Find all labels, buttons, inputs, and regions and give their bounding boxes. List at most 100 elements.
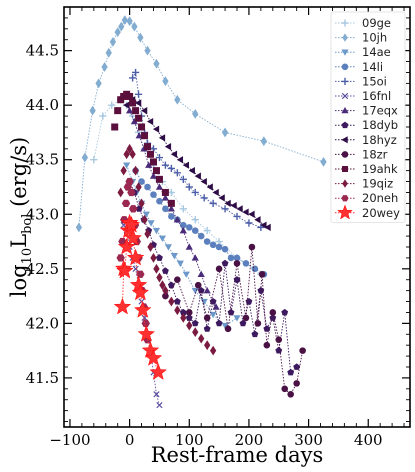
- data-point-19qiz: [159, 280, 166, 291]
- data-point-18zr: [194, 281, 202, 289]
- data-point-18hyz: [224, 199, 231, 207]
- data-point-19qiz: [147, 242, 154, 252]
- data-point-10jh: [89, 105, 96, 116]
- data-point-14ae: [176, 260, 184, 267]
- data-point-17eqx: [173, 216, 181, 223]
- data-point-15oi: [167, 164, 175, 173]
- data-point-18zr: [275, 336, 283, 344]
- y-axis-title: log10Lbol (erg/s): [7, 137, 35, 297]
- data-point-18dyb: [209, 297, 217, 305]
- data-point-20neh: [121, 199, 131, 208]
- axis-layer: −100 0 100 200 300 400 41.5 42.0 42.5 43.0 43.5 44.…: [26, 7, 410, 449]
- data-point-20wey: [113, 297, 132, 315]
- data-point-15oi: [185, 183, 193, 191]
- data-point-18hyz: [188, 167, 195, 175]
- data-point-14li: [150, 191, 157, 198]
- legend-label: 20wey: [362, 206, 400, 220]
- data-point-20wey: [133, 301, 152, 318]
- data-point-17eqx: [149, 172, 158, 179]
- legend-label: 16fnl: [362, 89, 391, 103]
- data-point-18dyb: [251, 330, 259, 338]
- x-tick-label: 400: [354, 431, 383, 449]
- legend-label: 14li: [362, 60, 383, 74]
- y-tick-label: 42.0: [26, 314, 59, 332]
- data-point-19ahk: [135, 114, 143, 122]
- data-point-19qiz: [162, 285, 169, 296]
- series-20wey: [113, 213, 168, 380]
- data-point-10jh: [95, 78, 102, 89]
- data-point-10jh: [118, 21, 125, 32]
- data-point-18hyz: [236, 205, 243, 213]
- data-point-18dyb: [287, 368, 295, 376]
- data-point-14li: [197, 232, 205, 240]
- x-tick-label: −100: [49, 431, 90, 449]
- data-point-18hyz: [212, 188, 219, 197]
- data-point-18hyz: [206, 183, 213, 191]
- data-point-19qiz: [192, 327, 199, 337]
- data-point-14ae: [233, 315, 241, 322]
- legend-label: 18dyb: [362, 118, 398, 132]
- data-point-19ahk: [161, 188, 169, 196]
- data-point-19qiz: [150, 253, 157, 263]
- legend-entry-20wey: 20wey: [335, 204, 400, 220]
- data-point-18zr: [293, 380, 300, 387]
- legend-label: 10jh: [362, 31, 387, 45]
- data-point-16fnl: [132, 265, 139, 272]
- data-point-18zr: [248, 243, 256, 251]
- data-point-10jh: [192, 109, 199, 119]
- data-point-10jh: [260, 136, 267, 147]
- data-point-19qiz: [123, 149, 130, 160]
- data-point-14ae: [142, 211, 150, 218]
- legend-entry-18dyb: 18dyb: [335, 118, 398, 132]
- y-tick-label: 44.0: [26, 96, 59, 114]
- series-line-20wey: [122, 221, 159, 373]
- data-point-20neh: [127, 188, 136, 197]
- y-tick-label: 43.0: [26, 205, 59, 223]
- data-point-14li: [162, 205, 169, 213]
- data-point-17eqx: [161, 194, 170, 201]
- data-point-17eqx: [191, 254, 199, 261]
- legend-entry-14ae: 14ae: [335, 45, 391, 59]
- data-point-14ae: [200, 298, 208, 306]
- data-point-20wey: [149, 363, 168, 380]
- data-point-18zr: [162, 292, 169, 300]
- data-point-17eqx: [179, 227, 187, 234]
- data-point-20neh: [136, 270, 145, 278]
- data-point-18zr: [269, 309, 277, 316]
- data-point-10jh: [75, 222, 83, 233]
- data-point-18hyz: [242, 208, 249, 216]
- data-point-19ahk: [144, 143, 152, 151]
- data-point-19qiz: [141, 214, 148, 225]
- data-point-18dyb: [173, 297, 181, 305]
- data-point-19qiz: [129, 149, 136, 160]
- series-19qiz: [117, 143, 217, 356]
- legend-entry-18hyz: 18hyz: [335, 133, 397, 147]
- data-point-14ae: [164, 244, 172, 251]
- legend-label: 14ae: [362, 45, 391, 59]
- data-point-15oi: [221, 205, 229, 213]
- data-point-20neh: [125, 177, 134, 186]
- data-point-15oi: [134, 90, 143, 98]
- data-point-17eqx: [212, 303, 220, 310]
- legend-entry-15oi: 15oi: [335, 74, 387, 88]
- data-point-18hyz: [230, 201, 237, 210]
- legend-label: 18hyz: [362, 133, 397, 147]
- legend-marker-18dyb: [341, 121, 349, 129]
- data-point-18dyb: [179, 308, 187, 316]
- legend-label: 09ge: [362, 16, 391, 30]
- data-point-18hyz: [170, 150, 178, 158]
- data-point-20neh: [141, 319, 150, 328]
- data-point-18zr: [203, 314, 211, 322]
- legend-entry-20neh: 20neh: [335, 191, 398, 205]
- data-point-17eqx: [130, 117, 138, 125]
- data-point-18dyb: [227, 308, 235, 316]
- legend-marker-18hyz: [341, 136, 348, 144]
- data-point-18hyz: [182, 161, 189, 169]
- data-point-19qiz: [198, 333, 205, 344]
- x-tick-label: 0: [125, 431, 135, 449]
- data-point-18dyb: [263, 325, 271, 332]
- data-point-18hyz: [123, 101, 130, 109]
- legend-entry-19qiz: 19qiz: [335, 177, 393, 191]
- series-line-18dyb: [129, 181, 297, 374]
